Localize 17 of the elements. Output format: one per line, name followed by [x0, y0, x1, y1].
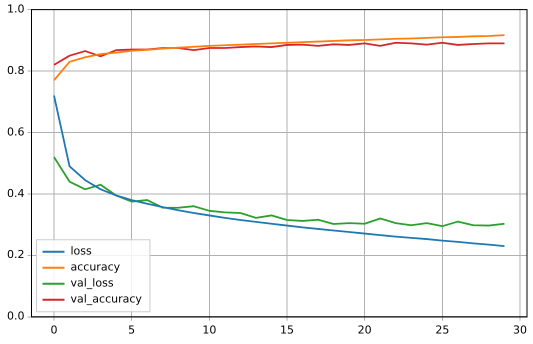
- x-tick-label: 15: [280, 323, 294, 336]
- legend-label: loss: [70, 244, 92, 258]
- x-tick-label: 30: [513, 323, 528, 336]
- y-tick-label: 1.0: [6, 2, 24, 16]
- y-tick-label: 0.2: [6, 248, 24, 262]
- x-tick-label: 0: [50, 323, 58, 336]
- x-tick-label: 20: [358, 323, 372, 336]
- y-tick-label: 0.4: [6, 186, 24, 200]
- x-tick-label: 10: [202, 323, 216, 336]
- legend-label: accuracy: [70, 260, 121, 274]
- y-tick-label: 0.0: [6, 310, 24, 323]
- legend-label: val_accuracy: [70, 292, 142, 306]
- y-tick-label: 0.6: [6, 125, 24, 138]
- legend-label: val_loss: [70, 276, 114, 290]
- x-tick-label: 25: [435, 323, 450, 336]
- x-tick-label: 5: [128, 323, 136, 336]
- y-tick-label: 0.8: [6, 64, 24, 77]
